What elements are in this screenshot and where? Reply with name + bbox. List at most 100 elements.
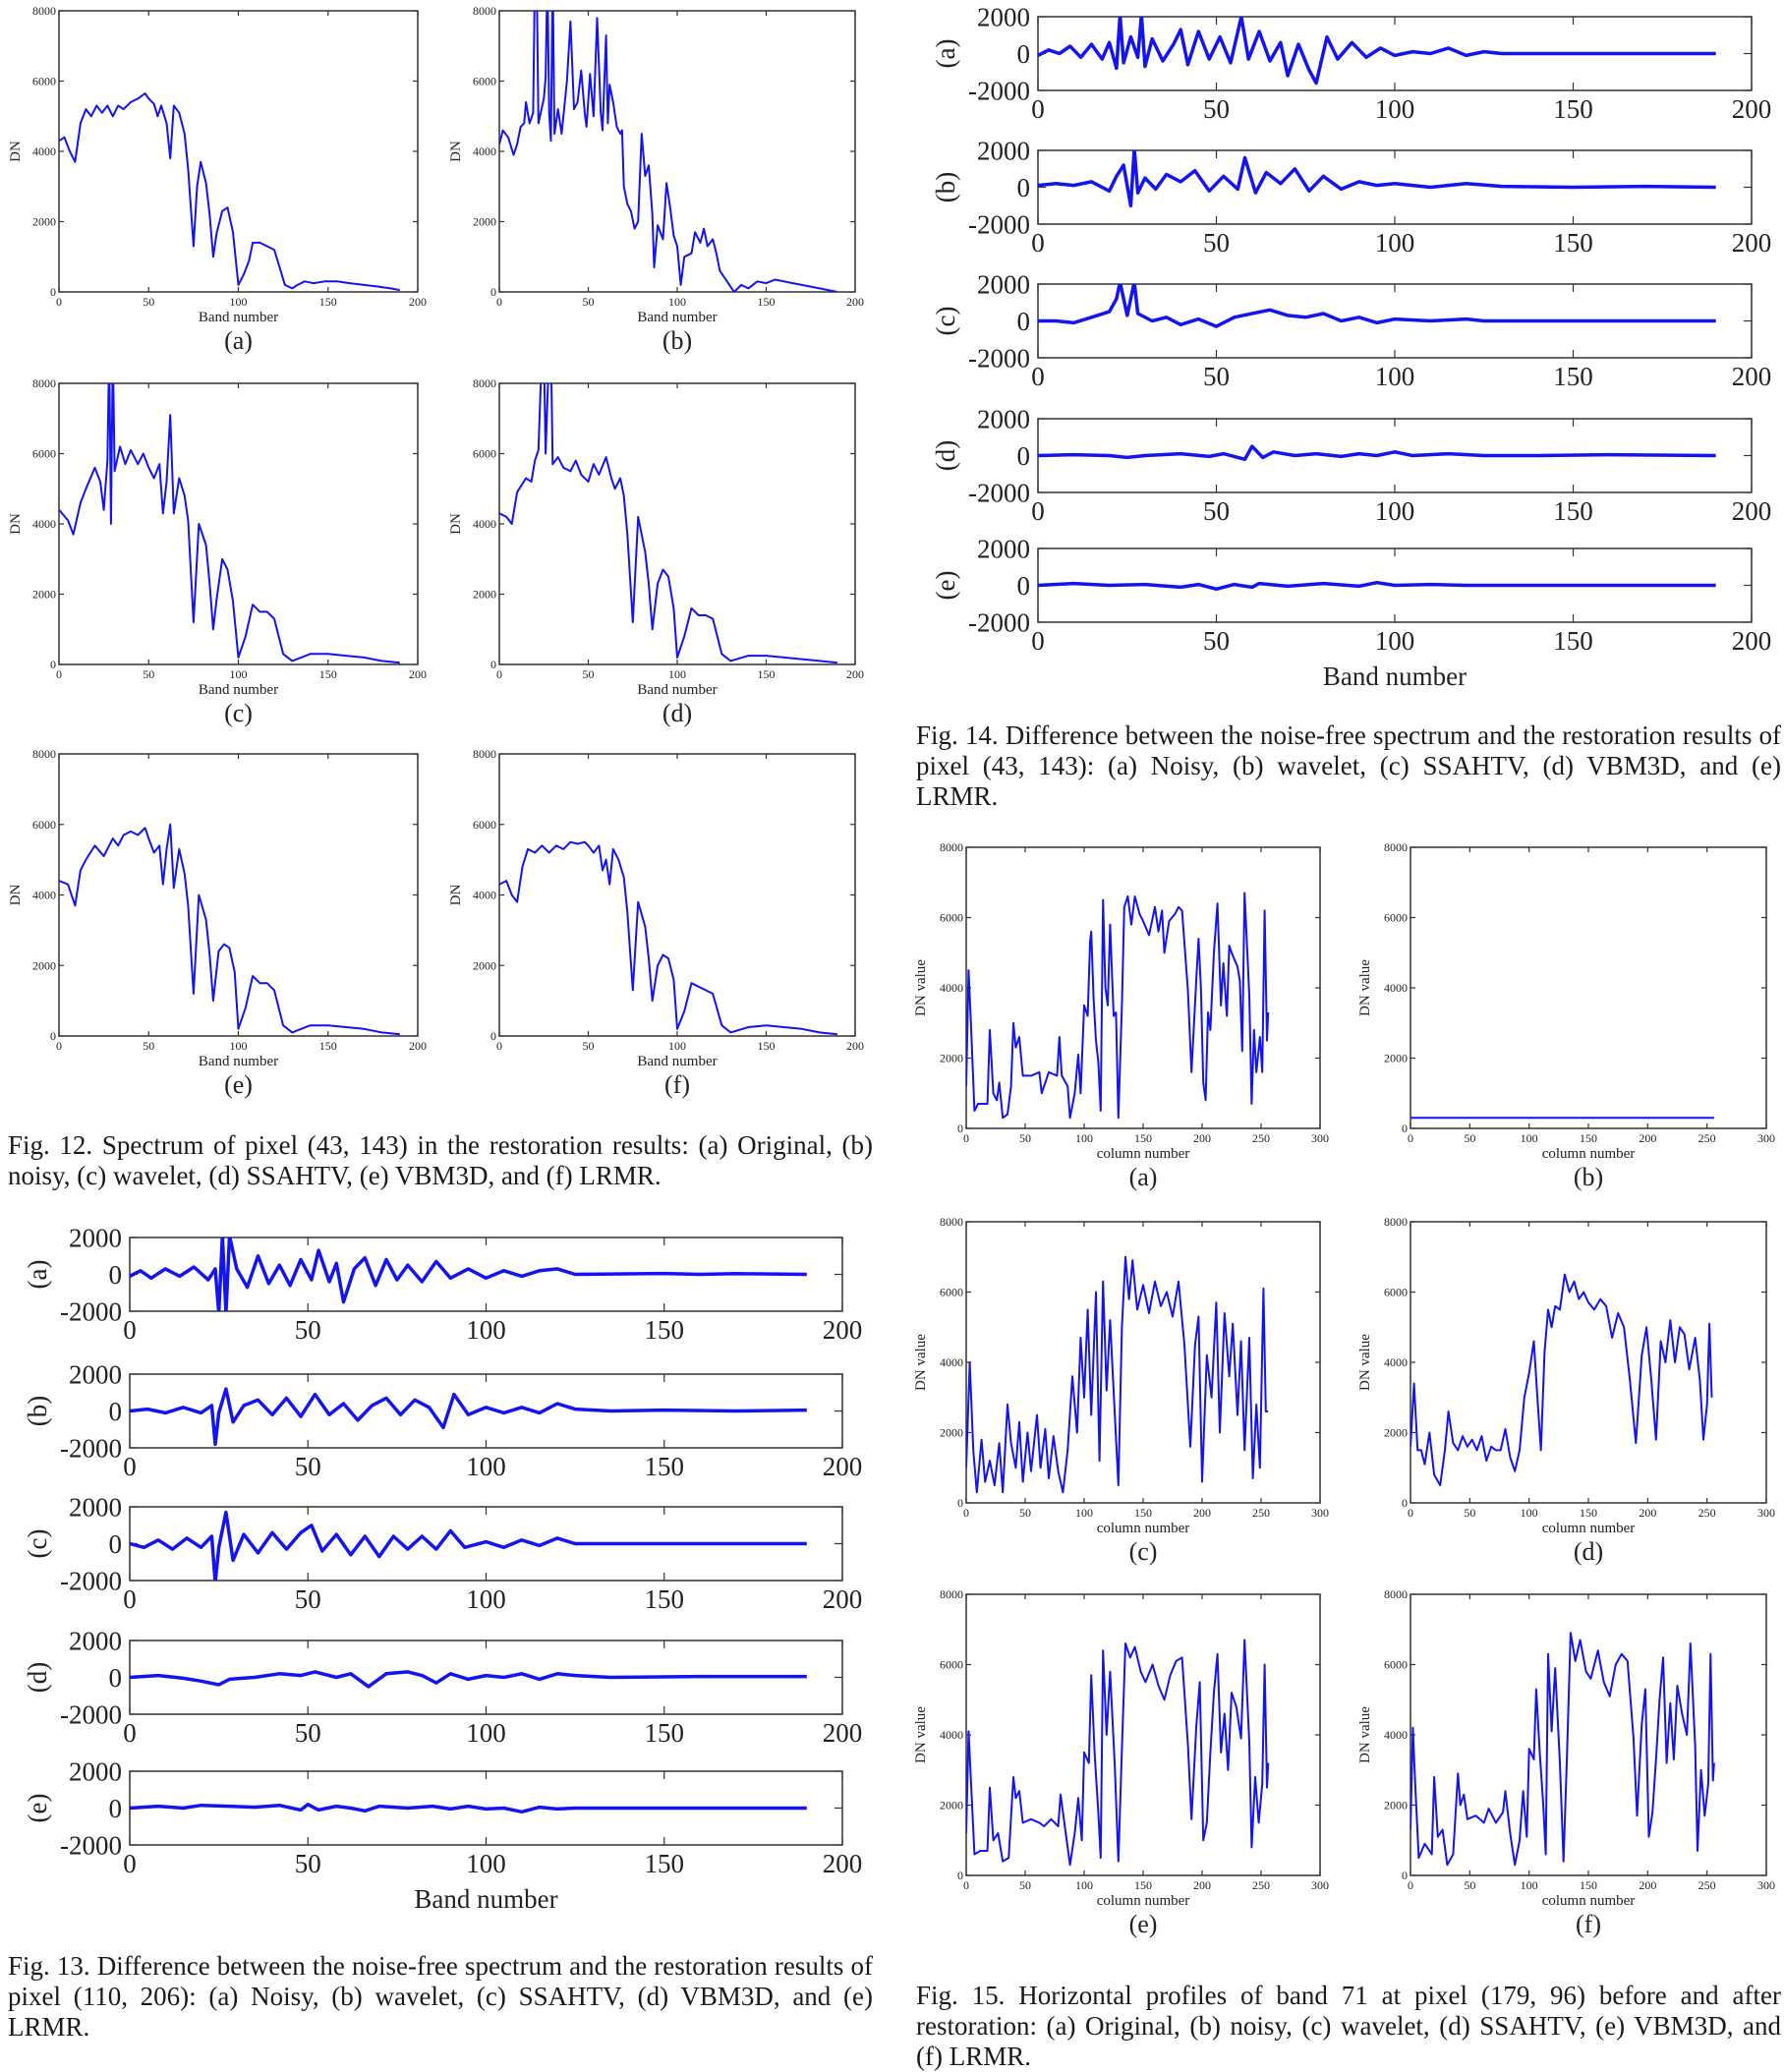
y-axis-label: DN value: [913, 1706, 929, 1763]
data-line: [130, 1237, 807, 1311]
x-tick-label: 250: [1698, 1506, 1716, 1520]
y-tick-label: 2000: [69, 1359, 122, 1389]
y-tick-label: 4000: [1384, 1728, 1408, 1742]
x-tick-label: 150: [1580, 1131, 1597, 1145]
y-axis-label: DN value: [1357, 1706, 1373, 1763]
y-tick-label: 0: [109, 1260, 123, 1290]
y-tick-label: 4000: [32, 889, 56, 902]
plot-frame: [58, 753, 419, 1037]
x-tick-label: 0: [123, 1718, 137, 1748]
y-tick-label: 0: [957, 1122, 963, 1135]
x-tick-label: 250: [1252, 1506, 1270, 1520]
x-tick-label: 0: [1408, 1506, 1413, 1520]
data-line: [130, 1387, 807, 1447]
x-tick-label: 0: [56, 667, 62, 681]
y-tick-label: 8000: [473, 4, 496, 18]
y-tick-label: 4000: [473, 517, 496, 531]
y-tick-label: 2000: [32, 215, 56, 229]
y-tick-label: 6000: [473, 75, 496, 88]
x-tick-label: 50: [1203, 496, 1230, 526]
y-tick-label: 2000: [977, 534, 1030, 563]
panel-label: (e): [931, 571, 960, 601]
x-tick-label: 0: [123, 1452, 137, 1481]
data-line: [1038, 17, 1716, 86]
y-tick-label: 0: [109, 1397, 123, 1426]
panel-label: (c): [23, 1529, 52, 1559]
y-tick-label: 0: [1017, 571, 1031, 601]
y-tick-label: 2000: [1384, 1052, 1408, 1065]
x-tick-label: 150: [645, 1584, 685, 1614]
x-tick-label: 50: [1019, 1131, 1031, 1145]
data-line: [499, 383, 837, 664]
panel-label: (c): [1129, 1537, 1158, 1566]
data-line: [499, 11, 838, 292]
y-tick-label: 0: [490, 658, 496, 671]
x-tick-label: 300: [1311, 1131, 1329, 1145]
x-tick-label: 200: [1732, 496, 1772, 526]
x-tick-label: 150: [1553, 228, 1593, 258]
x-tick-label: 150: [319, 295, 337, 309]
plot-frame: [1410, 846, 1767, 1129]
x-axis-label: Band number: [637, 682, 717, 698]
fig15-panel-f: 0 50 100 150 200 250 300 0 2000 4000 6000 8000 colum…: [1357, 1587, 1775, 1938]
y-tick-label: -2000: [60, 1433, 122, 1463]
panel-label: (b): [1574, 1163, 1603, 1191]
plot-frame: [965, 846, 1321, 1129]
x-tick-label: 100: [1375, 228, 1415, 258]
y-tick-label: 6000: [940, 911, 963, 925]
y-axis-label: DN: [8, 141, 24, 162]
x-axis-label: Band number: [199, 1054, 278, 1069]
x-tick-label: 100: [668, 1039, 686, 1053]
data-line: [1410, 1632, 1715, 1867]
y-tick-label: 2000: [473, 958, 496, 972]
plot-frame: [498, 382, 856, 665]
x-tick-label: 50: [295, 1452, 321, 1481]
y-tick-label: 8000: [473, 376, 496, 390]
y-tick-label: 0: [50, 285, 56, 299]
x-tick-label: 100: [1521, 1506, 1538, 1520]
panel-label: (d): [662, 699, 692, 727]
data-line: [130, 1510, 807, 1581]
x-tick-label: 0: [963, 1131, 969, 1145]
panel-label: (e): [23, 1794, 52, 1823]
y-tick-label: 6000: [473, 447, 496, 461]
x-tick-label: 50: [1019, 1878, 1031, 1892]
x-tick-label: 150: [758, 667, 776, 681]
x-tick-label: 100: [230, 1039, 248, 1053]
fig15-caption: Fig. 15. Horizontal profiles of band 71 …: [916, 1981, 1781, 2071]
data-line: [1038, 150, 1716, 208]
x-tick-label: 100: [1075, 1131, 1093, 1145]
y-tick-label: -2000: [968, 343, 1030, 373]
x-tick-label: 100: [1521, 1131, 1538, 1145]
y-tick-label: 0: [1017, 173, 1031, 202]
plot-frame: [498, 753, 856, 1037]
x-tick-label: 100: [230, 667, 248, 681]
x-tick-label: 0: [1031, 362, 1045, 391]
x-tick-label: 50: [1203, 362, 1230, 391]
x-tick-label: 0: [123, 1849, 137, 1878]
y-tick-label: -2000: [60, 1296, 122, 1326]
plot-frame: [1410, 1593, 1767, 1876]
x-tick-label: 0: [496, 1039, 502, 1053]
plot-frame: [58, 10, 419, 293]
x-tick-label: 0: [1408, 1131, 1413, 1145]
plot-frame: [965, 1593, 1321, 1876]
panel-label: (e): [1129, 1910, 1158, 1938]
x-tick-label: 0: [1408, 1878, 1413, 1892]
y-tick-label: 0: [1017, 441, 1031, 471]
fig15-panel-d: 0 50 100 150 200 250 300 0 2000 4000 6000 8000 colum…: [1357, 1215, 1775, 1566]
x-tick-label: 300: [1757, 1131, 1775, 1145]
x-tick-label: 0: [496, 295, 502, 309]
x-axis-label: Band number: [1323, 662, 1467, 691]
y-tick-label: 8000: [32, 4, 56, 18]
x-axis-label: column number: [1097, 1521, 1190, 1536]
y-tick-label: 0: [1402, 1122, 1408, 1135]
data-line: [1038, 284, 1716, 328]
x-tick-label: 200: [409, 295, 427, 309]
y-tick-label: 4000: [32, 144, 56, 158]
x-tick-label: 50: [583, 295, 595, 309]
x-tick-label: 250: [1698, 1131, 1716, 1145]
x-tick-label: 50: [1464, 1506, 1475, 1520]
